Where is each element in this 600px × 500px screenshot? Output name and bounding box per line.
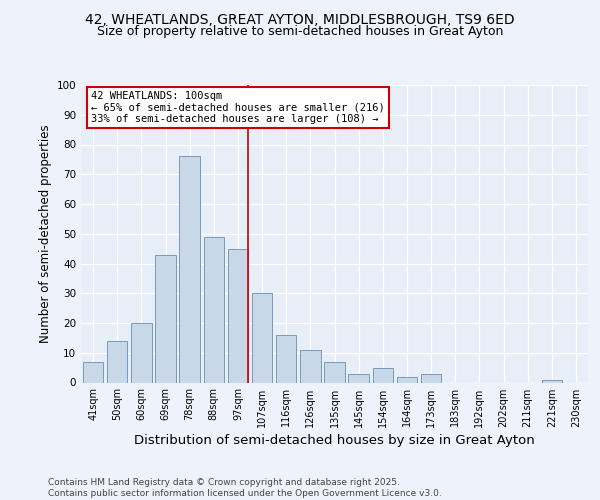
X-axis label: Distribution of semi-detached houses by size in Great Ayton: Distribution of semi-detached houses by … (134, 434, 535, 446)
Bar (324, 362, 345, 382)
Bar (542, 380, 562, 382)
Bar (131, 323, 152, 382)
Bar (300, 350, 320, 382)
Text: 42 WHEATLANDS: 100sqm
← 65% of semi-detached houses are smaller (216)
33% of sem: 42 WHEATLANDS: 100sqm ← 65% of semi-deta… (91, 91, 385, 124)
Text: Size of property relative to semi-detached houses in Great Ayton: Size of property relative to semi-detach… (97, 25, 503, 38)
Bar (276, 335, 296, 382)
Bar (252, 293, 272, 382)
Bar (373, 368, 393, 382)
Text: 42, WHEATLANDS, GREAT AYTON, MIDDLESBROUGH, TS9 6ED: 42, WHEATLANDS, GREAT AYTON, MIDDLESBROU… (85, 12, 515, 26)
Bar (107, 341, 127, 382)
Y-axis label: Number of semi-detached properties: Number of semi-detached properties (40, 124, 52, 343)
Bar (155, 254, 176, 382)
Bar (203, 236, 224, 382)
Text: Contains HM Land Registry data © Crown copyright and database right 2025.
Contai: Contains HM Land Registry data © Crown c… (48, 478, 442, 498)
Bar (179, 156, 200, 382)
Bar (227, 248, 248, 382)
Bar (349, 374, 369, 382)
Bar (397, 376, 417, 382)
Bar (421, 374, 442, 382)
Bar (83, 362, 103, 382)
